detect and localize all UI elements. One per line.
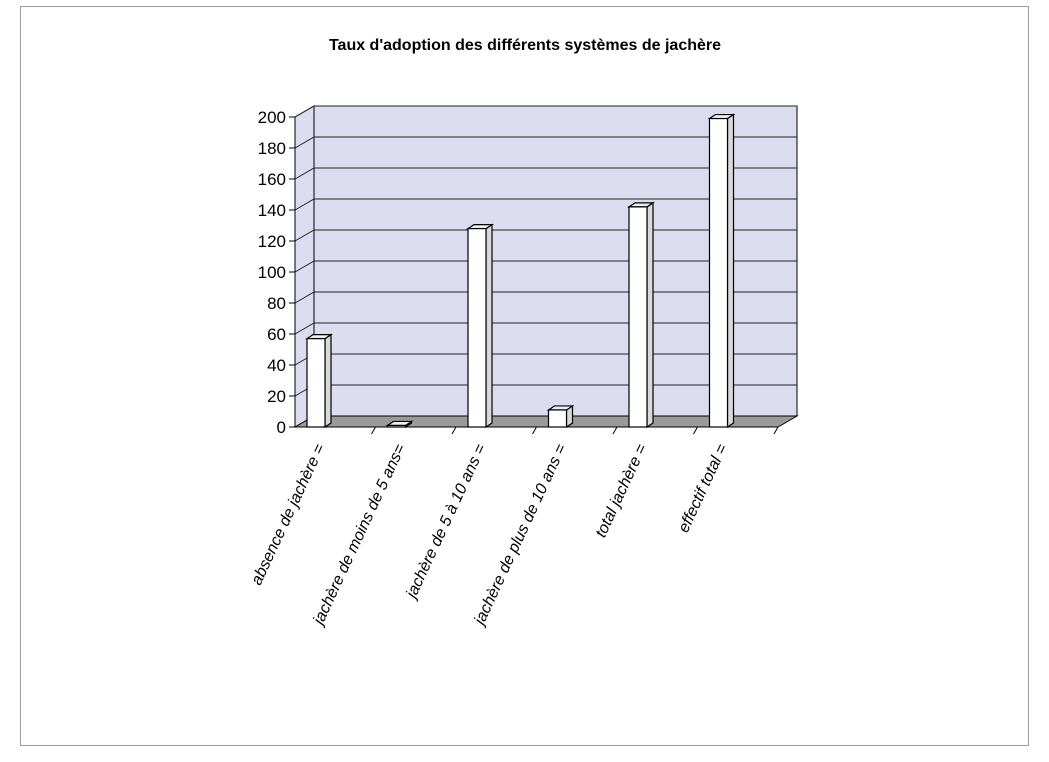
- gridline: [294, 136, 797, 149]
- bar-side: [324, 333, 332, 429]
- bar: [546, 404, 575, 429]
- chart-title: Taux d'adoption des différents systèmes …: [329, 37, 721, 54]
- y-tick-label: 100: [258, 263, 286, 282]
- category-label: absence de jachère =: [248, 442, 328, 588]
- gridline: [294, 167, 797, 180]
- gridline: [294, 105, 797, 118]
- y-tick-label: 180: [258, 139, 286, 158]
- bar-face: [306, 338, 326, 428]
- x-axis: absence de jachère =jachère de moins de …: [248, 426, 779, 630]
- bar-face: [467, 228, 487, 428]
- y-tick-label: 200: [258, 108, 286, 127]
- y-tick-label: 40: [267, 356, 286, 375]
- gridline: [294, 198, 797, 211]
- y-tick-label: 120: [258, 232, 286, 251]
- category-label: jachère de plus de 10 ans =: [471, 442, 571, 630]
- bar: [305, 333, 333, 429]
- bar: [707, 113, 736, 429]
- x-tick-mark: [773, 426, 779, 435]
- bar-face: [708, 117, 729, 428]
- x-tick-mark: [532, 426, 537, 435]
- bars: [305, 113, 736, 429]
- bar-side: [726, 113, 735, 429]
- y-tick-label: 160: [258, 170, 286, 189]
- category-label: total jachère =: [593, 442, 651, 541]
- bar-side: [485, 223, 493, 429]
- x-tick-mark: [451, 426, 457, 435]
- x-tick-mark: [612, 426, 618, 435]
- y-tick-label: 60: [267, 325, 286, 344]
- bar: [385, 420, 414, 429]
- y-tick-label: 140: [258, 201, 286, 220]
- bar: [627, 201, 655, 429]
- category-label: effectif total =: [675, 442, 731, 536]
- y-axis: 0 20 40 60 80 100 120 140 160 180 200: [258, 108, 296, 437]
- bar-face: [628, 206, 648, 428]
- y-tick-label: 20: [267, 387, 286, 406]
- category-label: jachère de 5 à 10 ans =: [403, 442, 490, 603]
- category-label: jachère de moins de 5 ans=: [310, 442, 410, 630]
- x-tick-mark: [693, 426, 698, 435]
- y-tick-label: 80: [267, 294, 286, 313]
- bar: [466, 223, 494, 429]
- y-tick-label: 0: [277, 418, 286, 437]
- bar-side: [646, 201, 654, 429]
- x-tick-mark: [371, 426, 376, 435]
- bar-face: [547, 409, 568, 428]
